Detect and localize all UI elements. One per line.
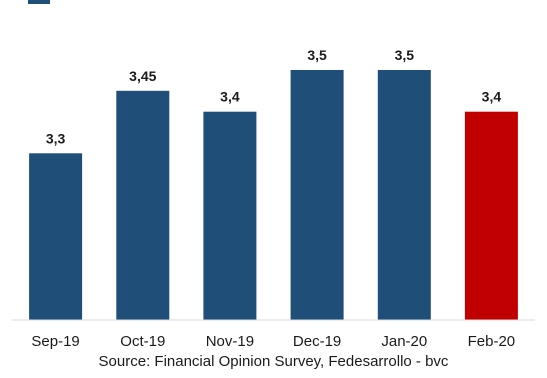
x-tick-label-oct-19: Oct-19 [120, 333, 165, 350]
x-tick-label-jan-20: Jan-20 [381, 333, 427, 350]
bar-dec-19 [290, 70, 344, 320]
x-tick-label-dec-19: Dec-19 [293, 333, 341, 350]
bar-oct-19 [116, 90, 170, 320]
data-label-feb-20: 3,4 [482, 89, 502, 105]
data-label-jan-20: 3,5 [395, 47, 415, 63]
data-label-nov-19: 3,4 [220, 89, 240, 105]
data-labels-group: 3,3 3,45 3,4 3,5 3,5 3,4 [46, 47, 501, 146]
data-label-sep-19: 3,3 [46, 130, 66, 146]
x-tick-label-nov-19: Nov-19 [206, 333, 254, 350]
x-tick-labels-group: Sep-19 Oct-19 Nov-19 Dec-19 Jan-20 Feb-20 [31, 333, 515, 350]
bar-sep-19 [29, 153, 83, 320]
bar-jan-20 [377, 70, 431, 320]
bar-nov-19 [203, 111, 257, 320]
data-label-dec-19: 3,5 [307, 47, 327, 63]
x-tick-label-feb-20: Feb-20 [468, 333, 516, 350]
bar-feb-20 [464, 111, 518, 320]
bars-group [29, 70, 518, 320]
data-label-oct-19: 3,45 [129, 68, 156, 84]
title-fragment [28, 0, 50, 4]
x-tick-label-sep-19: Sep-19 [31, 333, 79, 350]
source-note: Source: Financial Opinion Survey, Fedesa… [98, 353, 449, 370]
